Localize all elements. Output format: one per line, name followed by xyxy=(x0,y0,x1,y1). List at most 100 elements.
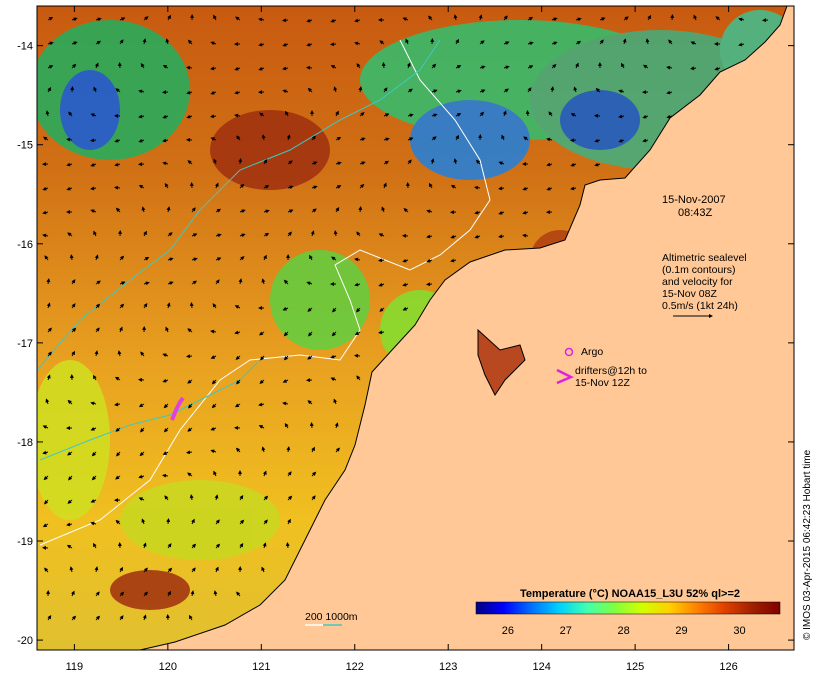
velocity-arrow xyxy=(210,114,217,119)
velocity-arrow xyxy=(44,255,49,261)
velocity-arrow xyxy=(285,110,289,117)
velocity-arrow xyxy=(71,17,78,22)
velocity-arrow xyxy=(287,209,294,214)
velocity-arrow xyxy=(479,89,486,94)
velocity-arrow xyxy=(527,65,534,69)
velocity-arrow xyxy=(46,374,51,381)
australia-landmass xyxy=(139,6,794,650)
velocity-arrow xyxy=(258,331,265,336)
longitude-axis: 119 120 121 122 123 124 125 126 xyxy=(66,6,738,673)
velocity-arrow xyxy=(95,615,101,621)
velocity-arrow xyxy=(715,16,721,21)
velocity-arrow xyxy=(618,89,625,94)
velocity-arrow xyxy=(407,113,414,118)
velocity-arrow xyxy=(383,113,390,117)
velocity-arrow xyxy=(239,519,245,525)
velocity-arrow xyxy=(162,161,169,166)
velocity-arrow xyxy=(263,254,267,261)
velocity-arrow xyxy=(236,591,241,597)
colorbar-tick-label: 29 xyxy=(675,625,687,637)
velocity-arrow xyxy=(66,186,73,191)
velocity-arrow xyxy=(114,376,121,381)
lon-tick-label: 125 xyxy=(626,661,644,673)
velocity-arrow xyxy=(450,184,457,189)
velocity-arrow xyxy=(332,307,337,313)
velocity-arrow xyxy=(215,279,220,285)
velocity-arrow xyxy=(67,232,73,237)
velocity-arrow xyxy=(311,446,315,453)
velocity-arrow xyxy=(431,113,438,118)
velocity-arrow xyxy=(479,40,485,45)
colorbar-tick-label: 27 xyxy=(560,625,572,637)
velocity-arrow xyxy=(407,88,413,93)
velocity-arrow xyxy=(141,518,146,525)
velocity-arrow xyxy=(453,158,458,165)
velocity-arrow xyxy=(287,231,292,237)
time-label: 08:43Z xyxy=(678,207,713,219)
velocity-arrow xyxy=(431,136,437,141)
velocity-arrow xyxy=(261,446,266,453)
velocity-arrow xyxy=(378,282,385,287)
velocity-arrow xyxy=(115,475,121,480)
velocity-arrow xyxy=(455,134,460,141)
velocity-arrow xyxy=(738,17,745,22)
velocity-arrow xyxy=(666,65,673,70)
velocity-arrow xyxy=(211,379,217,385)
velocity-arrow xyxy=(282,18,289,23)
velocity-arrow xyxy=(140,351,145,357)
lat-tick-label: -14 xyxy=(17,41,33,53)
velocity-arrow xyxy=(143,302,148,309)
velocity-arrow xyxy=(143,230,147,237)
velocity-arrow xyxy=(309,254,313,261)
velocity-arrow xyxy=(71,327,77,333)
lat-tick-label: -17 xyxy=(17,338,33,350)
drifters-line-2: 15-Nov 12Z xyxy=(575,377,630,389)
velocity-arrow xyxy=(354,41,361,46)
velocity-arrow xyxy=(93,86,98,93)
velocity-arrow xyxy=(335,185,342,189)
velocity-arrow xyxy=(70,86,75,93)
velocity-arrow xyxy=(95,327,100,333)
velocity-arrow xyxy=(93,230,97,237)
velocity-arrow xyxy=(453,14,458,21)
velocity-arrow xyxy=(479,65,486,70)
velocity-arrow xyxy=(478,14,483,21)
velocity-arrow xyxy=(119,566,124,573)
velocity-arrow xyxy=(45,110,50,117)
velocity-arrow xyxy=(428,182,433,189)
velocity-arrow xyxy=(71,303,76,309)
velocity-arrow xyxy=(403,208,409,213)
velocity-arrow xyxy=(119,281,126,286)
velocity-arrow xyxy=(645,38,650,45)
velocity-arrow xyxy=(69,566,74,573)
velocity-arrow xyxy=(215,543,221,549)
velocity-arrow xyxy=(405,38,410,45)
lon-tick-label: 119 xyxy=(66,661,84,673)
velocity-arrow xyxy=(335,136,342,141)
velocity-arrow xyxy=(139,451,145,457)
argo-marker-icon xyxy=(564,347,574,357)
velocity-arrow xyxy=(287,518,291,525)
velocity-arrow xyxy=(356,375,361,381)
velocity-arrow xyxy=(283,279,289,285)
velocity-arrow xyxy=(335,447,340,453)
velocity-arrow xyxy=(115,519,121,525)
velocity-arrow xyxy=(263,232,270,237)
velocity-arrow xyxy=(474,234,481,239)
velocity-arrow xyxy=(573,86,578,93)
velocity-arrow xyxy=(258,17,265,22)
velocity-arrow xyxy=(66,522,73,527)
velocity-arrow xyxy=(306,65,313,70)
velocity-arrow xyxy=(358,206,363,213)
lon-tick-label: 121 xyxy=(252,661,270,673)
velocity-arrow xyxy=(66,137,73,142)
velocity-arrow xyxy=(618,138,625,143)
velocity-arrow xyxy=(44,499,49,505)
velocity-arrow xyxy=(381,206,386,213)
velocity-arrow xyxy=(211,403,217,409)
velocity-arrow xyxy=(166,518,171,525)
velocity-arrow xyxy=(402,17,409,22)
velocity-arrow xyxy=(214,494,219,501)
velocity-arrow xyxy=(94,566,99,573)
velocity-arrow xyxy=(455,38,460,45)
